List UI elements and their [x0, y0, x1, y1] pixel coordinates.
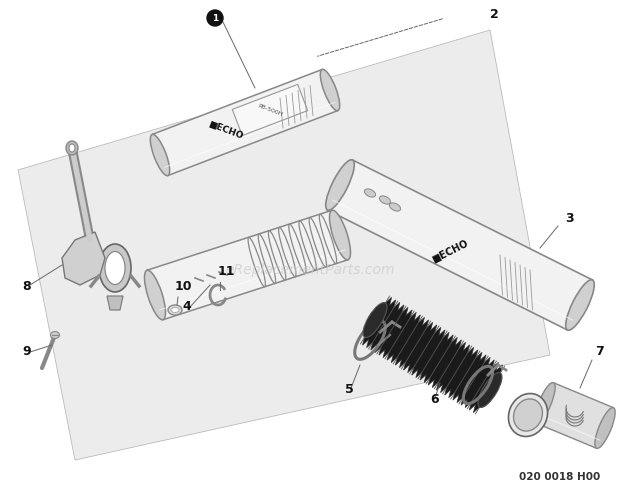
- Ellipse shape: [168, 305, 182, 315]
- Ellipse shape: [150, 134, 170, 175]
- Text: 6: 6: [430, 393, 438, 406]
- Ellipse shape: [595, 408, 615, 448]
- Ellipse shape: [379, 196, 391, 204]
- Text: 5: 5: [345, 383, 354, 396]
- Text: 020 0018 H00: 020 0018 H00: [519, 472, 600, 482]
- Ellipse shape: [329, 210, 350, 260]
- Text: 10: 10: [175, 280, 192, 293]
- Polygon shape: [327, 160, 593, 330]
- Ellipse shape: [144, 270, 166, 320]
- Text: ■ECHO: ■ECHO: [430, 239, 470, 265]
- Ellipse shape: [105, 251, 125, 284]
- Polygon shape: [62, 232, 105, 285]
- Polygon shape: [147, 210, 348, 320]
- Text: 4: 4: [182, 300, 191, 313]
- Ellipse shape: [508, 394, 547, 436]
- Ellipse shape: [326, 160, 354, 210]
- Text: PB-500H: PB-500H: [257, 103, 283, 117]
- Text: 2: 2: [490, 8, 498, 21]
- Ellipse shape: [99, 244, 131, 292]
- Ellipse shape: [171, 308, 179, 313]
- Polygon shape: [232, 84, 308, 136]
- Ellipse shape: [69, 144, 75, 152]
- Text: 8: 8: [22, 280, 30, 293]
- Ellipse shape: [565, 280, 595, 331]
- Polygon shape: [152, 70, 338, 175]
- Text: eReplacementParts.com: eReplacementParts.com: [225, 263, 395, 277]
- Ellipse shape: [365, 189, 376, 197]
- Text: 7: 7: [595, 345, 604, 358]
- Ellipse shape: [478, 373, 502, 408]
- Text: ■ECHO: ■ECHO: [206, 119, 244, 141]
- Ellipse shape: [535, 383, 555, 423]
- Ellipse shape: [389, 203, 401, 211]
- Text: 1: 1: [212, 13, 218, 22]
- Ellipse shape: [66, 141, 78, 155]
- Polygon shape: [363, 297, 502, 413]
- Text: 3: 3: [565, 212, 574, 225]
- Text: 11: 11: [218, 265, 236, 278]
- Ellipse shape: [513, 399, 542, 431]
- Ellipse shape: [363, 303, 387, 337]
- Polygon shape: [18, 30, 550, 460]
- Text: 9: 9: [22, 345, 30, 358]
- Polygon shape: [536, 383, 613, 448]
- Ellipse shape: [321, 70, 340, 111]
- Polygon shape: [107, 296, 123, 310]
- Ellipse shape: [50, 331, 60, 338]
- Circle shape: [207, 10, 223, 26]
